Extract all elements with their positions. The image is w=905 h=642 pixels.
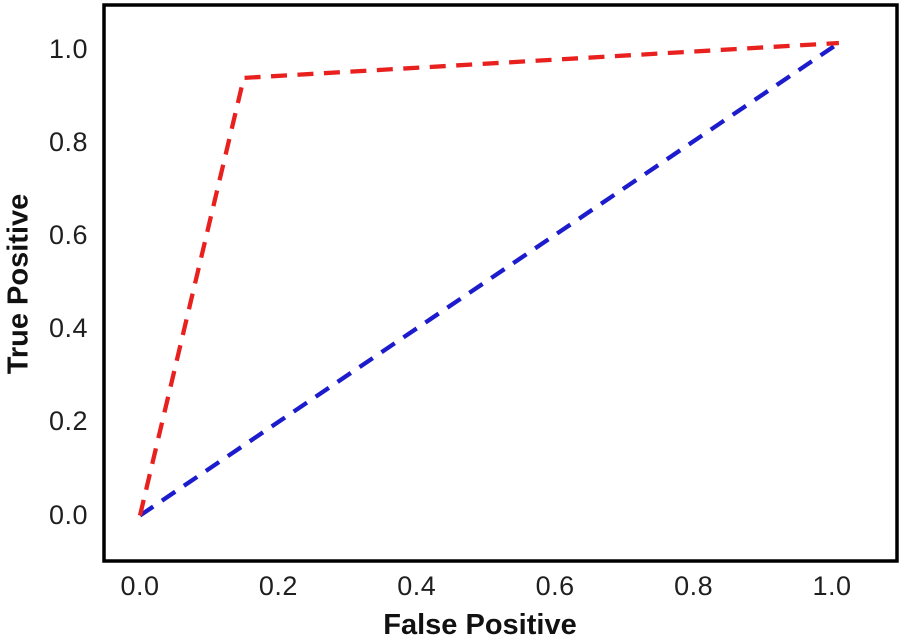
y-tick-label: 1.0 — [48, 33, 88, 64]
x-tick-label: 0.0 — [120, 571, 160, 601]
axes-frame — [102, 3, 899, 563]
x-tick-label: 0.6 — [535, 571, 575, 601]
x-tick-label: 0.2 — [258, 571, 298, 601]
y-tick-label: 0.2 — [48, 406, 88, 437]
x-tick-label: 1.0 — [812, 571, 852, 601]
y-tick-label: 0.0 — [48, 499, 88, 530]
y-tick-label: 0.6 — [48, 220, 88, 251]
x-axis-label: False Positive — [383, 609, 577, 641]
y-tick-label: 0.4 — [48, 313, 88, 344]
y-axis-label: True Positive — [2, 193, 35, 375]
y-tick-label: 0.8 — [48, 126, 88, 157]
x-tick-label: 0.8 — [674, 571, 714, 601]
chance-diagonal-line — [138, 41, 841, 518]
x-tick-label: 0.4 — [397, 571, 437, 601]
